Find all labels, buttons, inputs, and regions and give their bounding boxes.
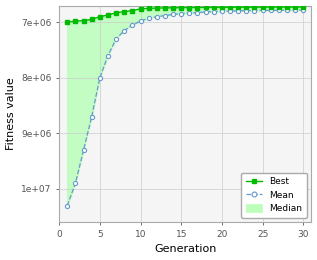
Best <box>277 5 281 9</box>
Best <box>301 5 305 9</box>
Mean <box>187 11 191 15</box>
Best <box>179 6 183 9</box>
Best <box>187 6 191 9</box>
Mean <box>277 9 281 12</box>
Best <box>90 18 94 21</box>
Mean <box>74 182 77 185</box>
Best <box>139 7 142 10</box>
Mean <box>139 20 142 23</box>
Best <box>236 6 240 9</box>
Legend: Best, Mean, Median: Best, Mean, Median <box>242 173 307 218</box>
Mean <box>171 13 175 16</box>
Mean <box>285 9 289 12</box>
Best <box>114 11 118 14</box>
Mean <box>228 9 232 12</box>
Best <box>253 6 256 9</box>
Best <box>122 10 126 13</box>
Mean <box>244 9 248 12</box>
Best <box>212 6 216 9</box>
Mean <box>90 115 94 118</box>
Mean <box>179 12 183 15</box>
Best <box>204 6 208 9</box>
Best <box>228 6 232 9</box>
Best <box>269 5 273 9</box>
Mean <box>163 14 167 17</box>
Best <box>65 21 69 24</box>
Best <box>244 6 248 9</box>
Mean <box>253 9 256 12</box>
Mean <box>131 23 134 27</box>
Best <box>285 5 289 9</box>
Mean <box>122 29 126 32</box>
Best <box>131 9 134 12</box>
Line: Best: Best <box>65 5 305 24</box>
Best <box>82 19 86 22</box>
Mean <box>155 15 159 18</box>
Mean <box>261 9 264 12</box>
Best <box>163 6 167 9</box>
Mean <box>293 9 297 12</box>
Best <box>293 5 297 9</box>
Mean <box>82 148 86 152</box>
Best <box>106 14 110 17</box>
Best <box>261 6 264 9</box>
Mean <box>220 10 224 13</box>
Mean <box>65 204 69 207</box>
Mean <box>236 9 240 12</box>
Mean <box>301 9 305 12</box>
Mean <box>106 54 110 57</box>
Mean <box>212 10 216 13</box>
Mean <box>204 10 208 14</box>
Mean <box>98 76 102 79</box>
Y-axis label: Fitness value: Fitness value <box>6 77 16 150</box>
Line: Mean: Mean <box>65 8 305 208</box>
Mean <box>196 11 199 14</box>
Best <box>220 6 224 9</box>
Mean <box>114 37 118 41</box>
Mean <box>147 17 151 20</box>
Best <box>74 20 77 23</box>
X-axis label: Generation: Generation <box>154 244 217 255</box>
Best <box>155 6 159 10</box>
Mean <box>269 9 273 12</box>
Best <box>196 6 199 9</box>
Best <box>171 6 175 9</box>
Best <box>147 7 151 10</box>
Best <box>98 15 102 18</box>
